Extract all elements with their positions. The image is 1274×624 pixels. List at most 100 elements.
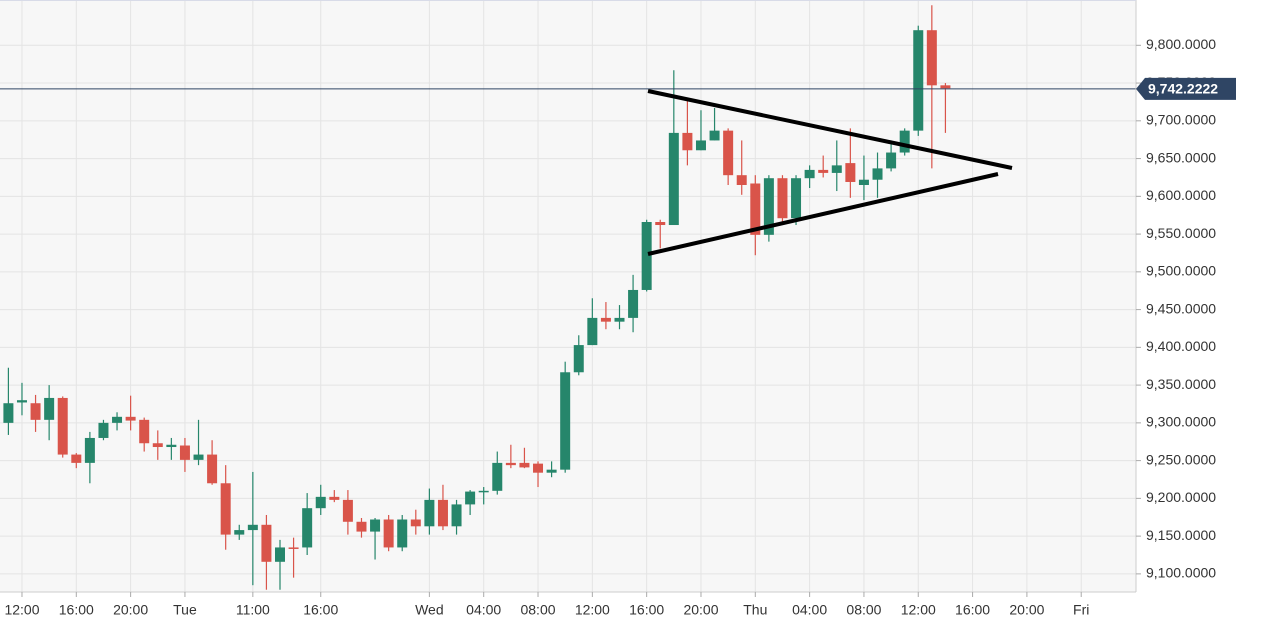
candle-body — [940, 85, 951, 89]
x-tick-label: Thu — [743, 602, 767, 618]
candle-body — [723, 130, 734, 176]
x-tick-label: 08:00 — [520, 602, 555, 618]
candle-body — [926, 30, 937, 86]
candle-body — [437, 499, 448, 527]
candle-body — [179, 445, 190, 460]
candle-body — [383, 519, 394, 548]
x-tick-label: 08:00 — [846, 602, 881, 618]
candle-body — [193, 454, 204, 460]
candle-body — [247, 524, 258, 531]
candle-body — [886, 152, 897, 169]
x-tick-label: 11:00 — [236, 602, 270, 618]
candle-body — [777, 178, 788, 219]
x-tick-label: Tue — [173, 602, 197, 618]
trend-line-upper — [647, 89, 1013, 170]
candle-body — [831, 165, 842, 173]
x-tick-label: 04:00 — [466, 602, 501, 618]
candle-body — [614, 317, 625, 322]
y-tick-label: 9,200.0000 — [1146, 489, 1216, 505]
candle-body — [505, 462, 516, 466]
candle-body — [818, 169, 829, 173]
candle-body — [3, 403, 14, 423]
candle-body — [234, 530, 245, 535]
y-tick-label: 9,100.0000 — [1146, 565, 1216, 581]
y-tick-label: 9,800.0000 — [1146, 36, 1216, 52]
x-tick-label: 16:00 — [629, 602, 664, 618]
candle-body — [546, 469, 557, 473]
candle-body — [492, 462, 503, 491]
x-tick-label: 04:00 — [792, 602, 827, 618]
last-price-label: 9,742.2222 — [1148, 81, 1218, 97]
x-tick-label: Fri — [1073, 602, 1089, 618]
candle-body — [220, 483, 231, 535]
candle-body — [44, 397, 55, 420]
candle-body — [533, 463, 544, 473]
y-tick-label: 9,650.0000 — [1146, 149, 1216, 165]
candle-body — [628, 289, 639, 318]
candle-body — [397, 519, 408, 548]
x-tick-label: 12:00 — [575, 602, 610, 618]
y-tick-label: 9,550.0000 — [1146, 225, 1216, 241]
candles — [0, 5, 1136, 590]
candle-body — [587, 317, 598, 346]
candle-body — [655, 222, 666, 226]
candle-body — [98, 422, 109, 438]
candle-body — [791, 178, 802, 219]
candle-body — [845, 163, 856, 182]
y-tick-label: 9,450.0000 — [1146, 300, 1216, 316]
y-tick-label: 9,250.0000 — [1146, 451, 1216, 467]
y-tick-label: 9,350.0000 — [1146, 376, 1216, 392]
x-tick-label: 20:00 — [1009, 602, 1044, 618]
candle-body — [71, 454, 82, 463]
candle-body — [356, 521, 367, 532]
candle-body — [410, 519, 421, 527]
candle-body — [30, 403, 41, 420]
last-price-tag — [1136, 77, 1236, 100]
candle-body — [641, 222, 652, 290]
x-tick-label: 20:00 — [683, 602, 718, 618]
y-tick-label: 9,600.0000 — [1146, 187, 1216, 203]
candle-body — [709, 130, 720, 141]
trend-line-lower — [647, 172, 999, 256]
candle-body — [315, 496, 326, 509]
x-tick-label: 12:00 — [4, 602, 39, 618]
candle-body — [275, 547, 285, 562]
candle-body — [560, 372, 571, 470]
candle-body — [370, 519, 381, 532]
candle-body — [899, 130, 910, 153]
candle-body — [451, 504, 462, 527]
candle-body — [342, 499, 353, 522]
candle-body — [736, 175, 747, 185]
candle-body — [465, 491, 476, 505]
y-tick-label: 9,500.0000 — [1146, 263, 1216, 279]
y-tick-label: 9,400.0000 — [1146, 338, 1216, 354]
candle-body — [261, 524, 272, 562]
candle-body — [872, 168, 883, 180]
x-tick-label: 20:00 — [113, 602, 148, 618]
candle-body — [84, 437, 95, 463]
candle-body — [329, 496, 340, 500]
candle-body — [424, 499, 435, 527]
candle-body — [804, 169, 815, 179]
candle-body — [519, 462, 530, 468]
candle-body — [57, 397, 68, 455]
x-tick-label: Wed — [415, 602, 444, 618]
candle-body — [858, 179, 869, 185]
candle-body — [166, 444, 177, 448]
candle-body — [750, 183, 761, 235]
y-tick-label: 9,300.0000 — [1146, 414, 1216, 430]
candle-body — [668, 132, 679, 226]
candle-body — [695, 140, 706, 151]
x-tick-label: 16:00 — [59, 602, 94, 618]
candle-body — [573, 345, 584, 373]
candle-body — [207, 454, 218, 484]
candle-body — [763, 178, 774, 235]
candle-body — [125, 416, 136, 421]
x-tick-label: 16:00 — [955, 602, 990, 618]
candle-body — [139, 419, 150, 444]
x-tick-label: 12:00 — [901, 602, 936, 618]
candle-body — [682, 132, 693, 151]
x-tick-label: 16:00 — [303, 602, 338, 618]
candle-body — [288, 547, 299, 549]
